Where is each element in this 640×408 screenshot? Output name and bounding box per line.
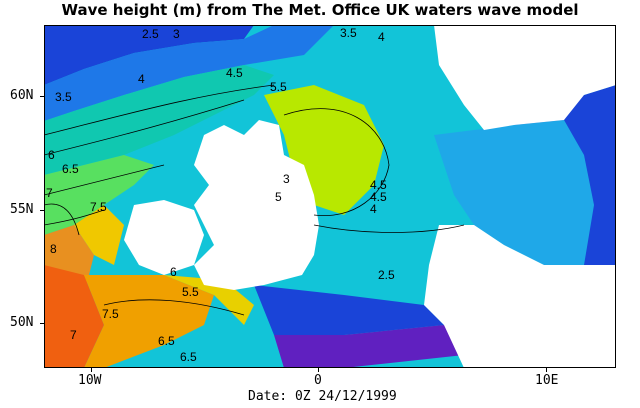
y-tick-label: 60N [10, 88, 34, 103]
contour-label: 6 [170, 265, 177, 279]
contour-label: 2.5 [378, 268, 395, 282]
y-tick [40, 323, 44, 324]
date-label: Date: 0Z 24/12/1999 [248, 389, 397, 404]
y-tick-label: 55N [10, 202, 34, 217]
contour-label: 7.5 [90, 200, 107, 214]
x-tick-label: 10E [535, 373, 559, 388]
contour-label: 2.5 [142, 27, 159, 41]
contour-label: 7 [46, 186, 53, 200]
contour-label: 3.5 [340, 26, 357, 40]
contour-label: 3.5 [55, 90, 72, 104]
contour-label: 7 [70, 328, 77, 342]
x-tick [91, 368, 92, 372]
y-tick-label: 50N [10, 315, 34, 330]
contour-label: 6 [48, 148, 55, 162]
contour-label: 5.5 [182, 285, 199, 299]
x-tick [318, 368, 319, 372]
contour-label: 6.5 [62, 162, 79, 176]
contour-label: 6.5 [158, 334, 175, 348]
contour-label: 4 [138, 72, 145, 86]
contour-label: 8 [50, 242, 57, 256]
contour-label: 6.5 [180, 350, 197, 364]
x-tick-label: 10W [78, 373, 102, 388]
y-tick [40, 96, 44, 97]
contour-label: 4.5 [370, 190, 387, 204]
wave-height-map [44, 25, 616, 368]
contour-label: 5.5 [270, 80, 287, 94]
x-tick [546, 368, 547, 372]
contour-label: 3 [173, 27, 180, 41]
contour-label: 7.5 [102, 307, 119, 321]
contour-label: 5 [275, 190, 282, 204]
contour-label: 4 [370, 202, 377, 216]
contour-label: 4.5 [370, 178, 387, 192]
chart-title: Wave height (m) from The Met. Office UK … [61, 1, 579, 19]
y-tick [40, 210, 44, 211]
contour-label: 3 [283, 172, 290, 186]
x-tick-label: 0 [314, 373, 322, 388]
contour-label: 4.5 [226, 66, 243, 80]
contour-label: 4 [378, 30, 385, 44]
